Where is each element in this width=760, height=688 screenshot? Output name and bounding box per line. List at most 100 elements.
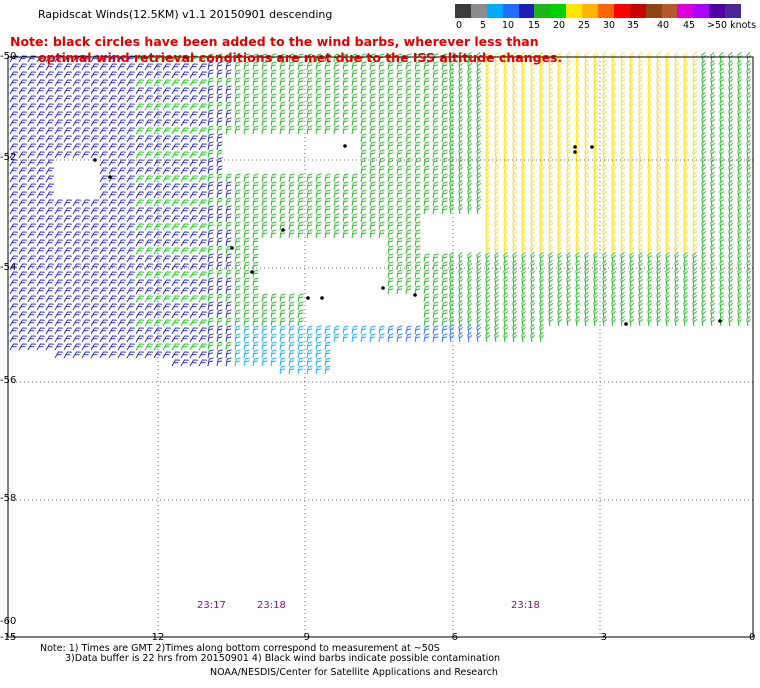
wind-barb [198,95,207,103]
wind-barb [530,212,536,223]
wind-barb [485,260,491,271]
wind-barb [548,108,554,119]
wind-barb [467,276,473,287]
wind-barb [27,183,36,191]
wind-barb [225,181,232,191]
wind-barb [36,343,45,351]
wind-barb [387,141,394,151]
wind-barb [261,317,268,327]
wind-barb [557,92,563,103]
wind-barb [405,125,412,135]
wind-barb [638,268,644,279]
wind-barb [405,85,412,95]
wind-barb [63,79,72,87]
wind-barb [441,205,448,215]
wind-barb [638,188,644,199]
wind-barb [90,239,99,247]
wind-barb [629,228,635,239]
wind-barb [99,175,108,183]
wind-barb [108,167,117,175]
wind-barb [207,101,214,111]
wind-barb [243,117,250,127]
wind-barb [180,271,189,279]
wind-barb [629,116,635,127]
wind-barb [575,60,581,71]
wind-barb [153,127,162,135]
wind-barb [719,172,725,183]
wind-barb [180,295,189,303]
wind-barb [503,252,509,263]
wind-barb [45,103,54,111]
wind-barb [315,101,322,111]
wind-barb [494,180,500,191]
wind-barb [530,204,536,215]
wind-barb [530,292,536,303]
wind-barb [656,292,662,303]
wind-barb [584,60,590,71]
wind-barb [54,111,63,119]
wind-barb [297,109,304,119]
wind-barb [674,268,680,279]
wind-barb [315,77,322,87]
wind-barb [90,303,99,311]
wind-barb [207,181,214,191]
wind-barb [620,172,626,183]
wind-barb [683,276,689,287]
wind-barb [207,149,214,159]
wind-barb [360,133,367,143]
wind-barb [36,135,45,143]
wind-barb [171,119,180,127]
wind-barb [144,287,153,295]
wind-barb [557,204,563,215]
wind-barb [234,269,241,279]
wind-barb [153,111,162,119]
legend-label-35: 35 [627,20,640,31]
wind-barb [405,109,412,119]
wind-barb [306,77,313,87]
wind-barb [629,100,635,111]
wind-barb [548,76,554,87]
wind-barb [135,127,144,135]
wind-barb [198,63,207,71]
wind-barb [494,172,500,183]
wind-barb [665,316,671,327]
wind-barb [737,172,743,183]
wind-barb [99,239,108,247]
wind-barb [557,276,563,287]
wind-barb [647,116,653,127]
wind-barb [81,215,90,223]
wind-barb [153,247,162,255]
wind-barb [647,76,653,87]
wind-barb [90,231,99,239]
wind-barb [665,236,671,247]
wind-barb [629,244,635,255]
wind-barb [647,84,653,95]
wind-barb [171,183,180,191]
wind-barb [36,111,45,119]
wind-barb [476,124,482,135]
wind-barb [530,100,536,111]
wind-barb [378,101,385,111]
wind-barb [746,308,752,319]
wind-barb [746,220,752,231]
wind-barb [503,228,509,239]
wind-barb [27,343,36,351]
wind-barb [108,63,117,71]
wind-barb [530,308,536,319]
wind-barb [378,213,385,223]
wind-barb [476,100,482,111]
wind-barb [710,268,716,279]
wind-barb [656,140,662,151]
wind-barb [90,71,99,79]
wind-barb [72,351,81,359]
wind-barb [225,277,232,287]
wind-barb [405,61,412,71]
wind-barb [54,87,63,95]
wind-barb [674,108,680,119]
wind-barb [18,111,27,119]
wind-barb [746,268,752,279]
wind-barb [135,287,144,295]
wind-barb [63,247,72,255]
wind-barb [530,196,536,207]
wind-barb [692,124,698,135]
